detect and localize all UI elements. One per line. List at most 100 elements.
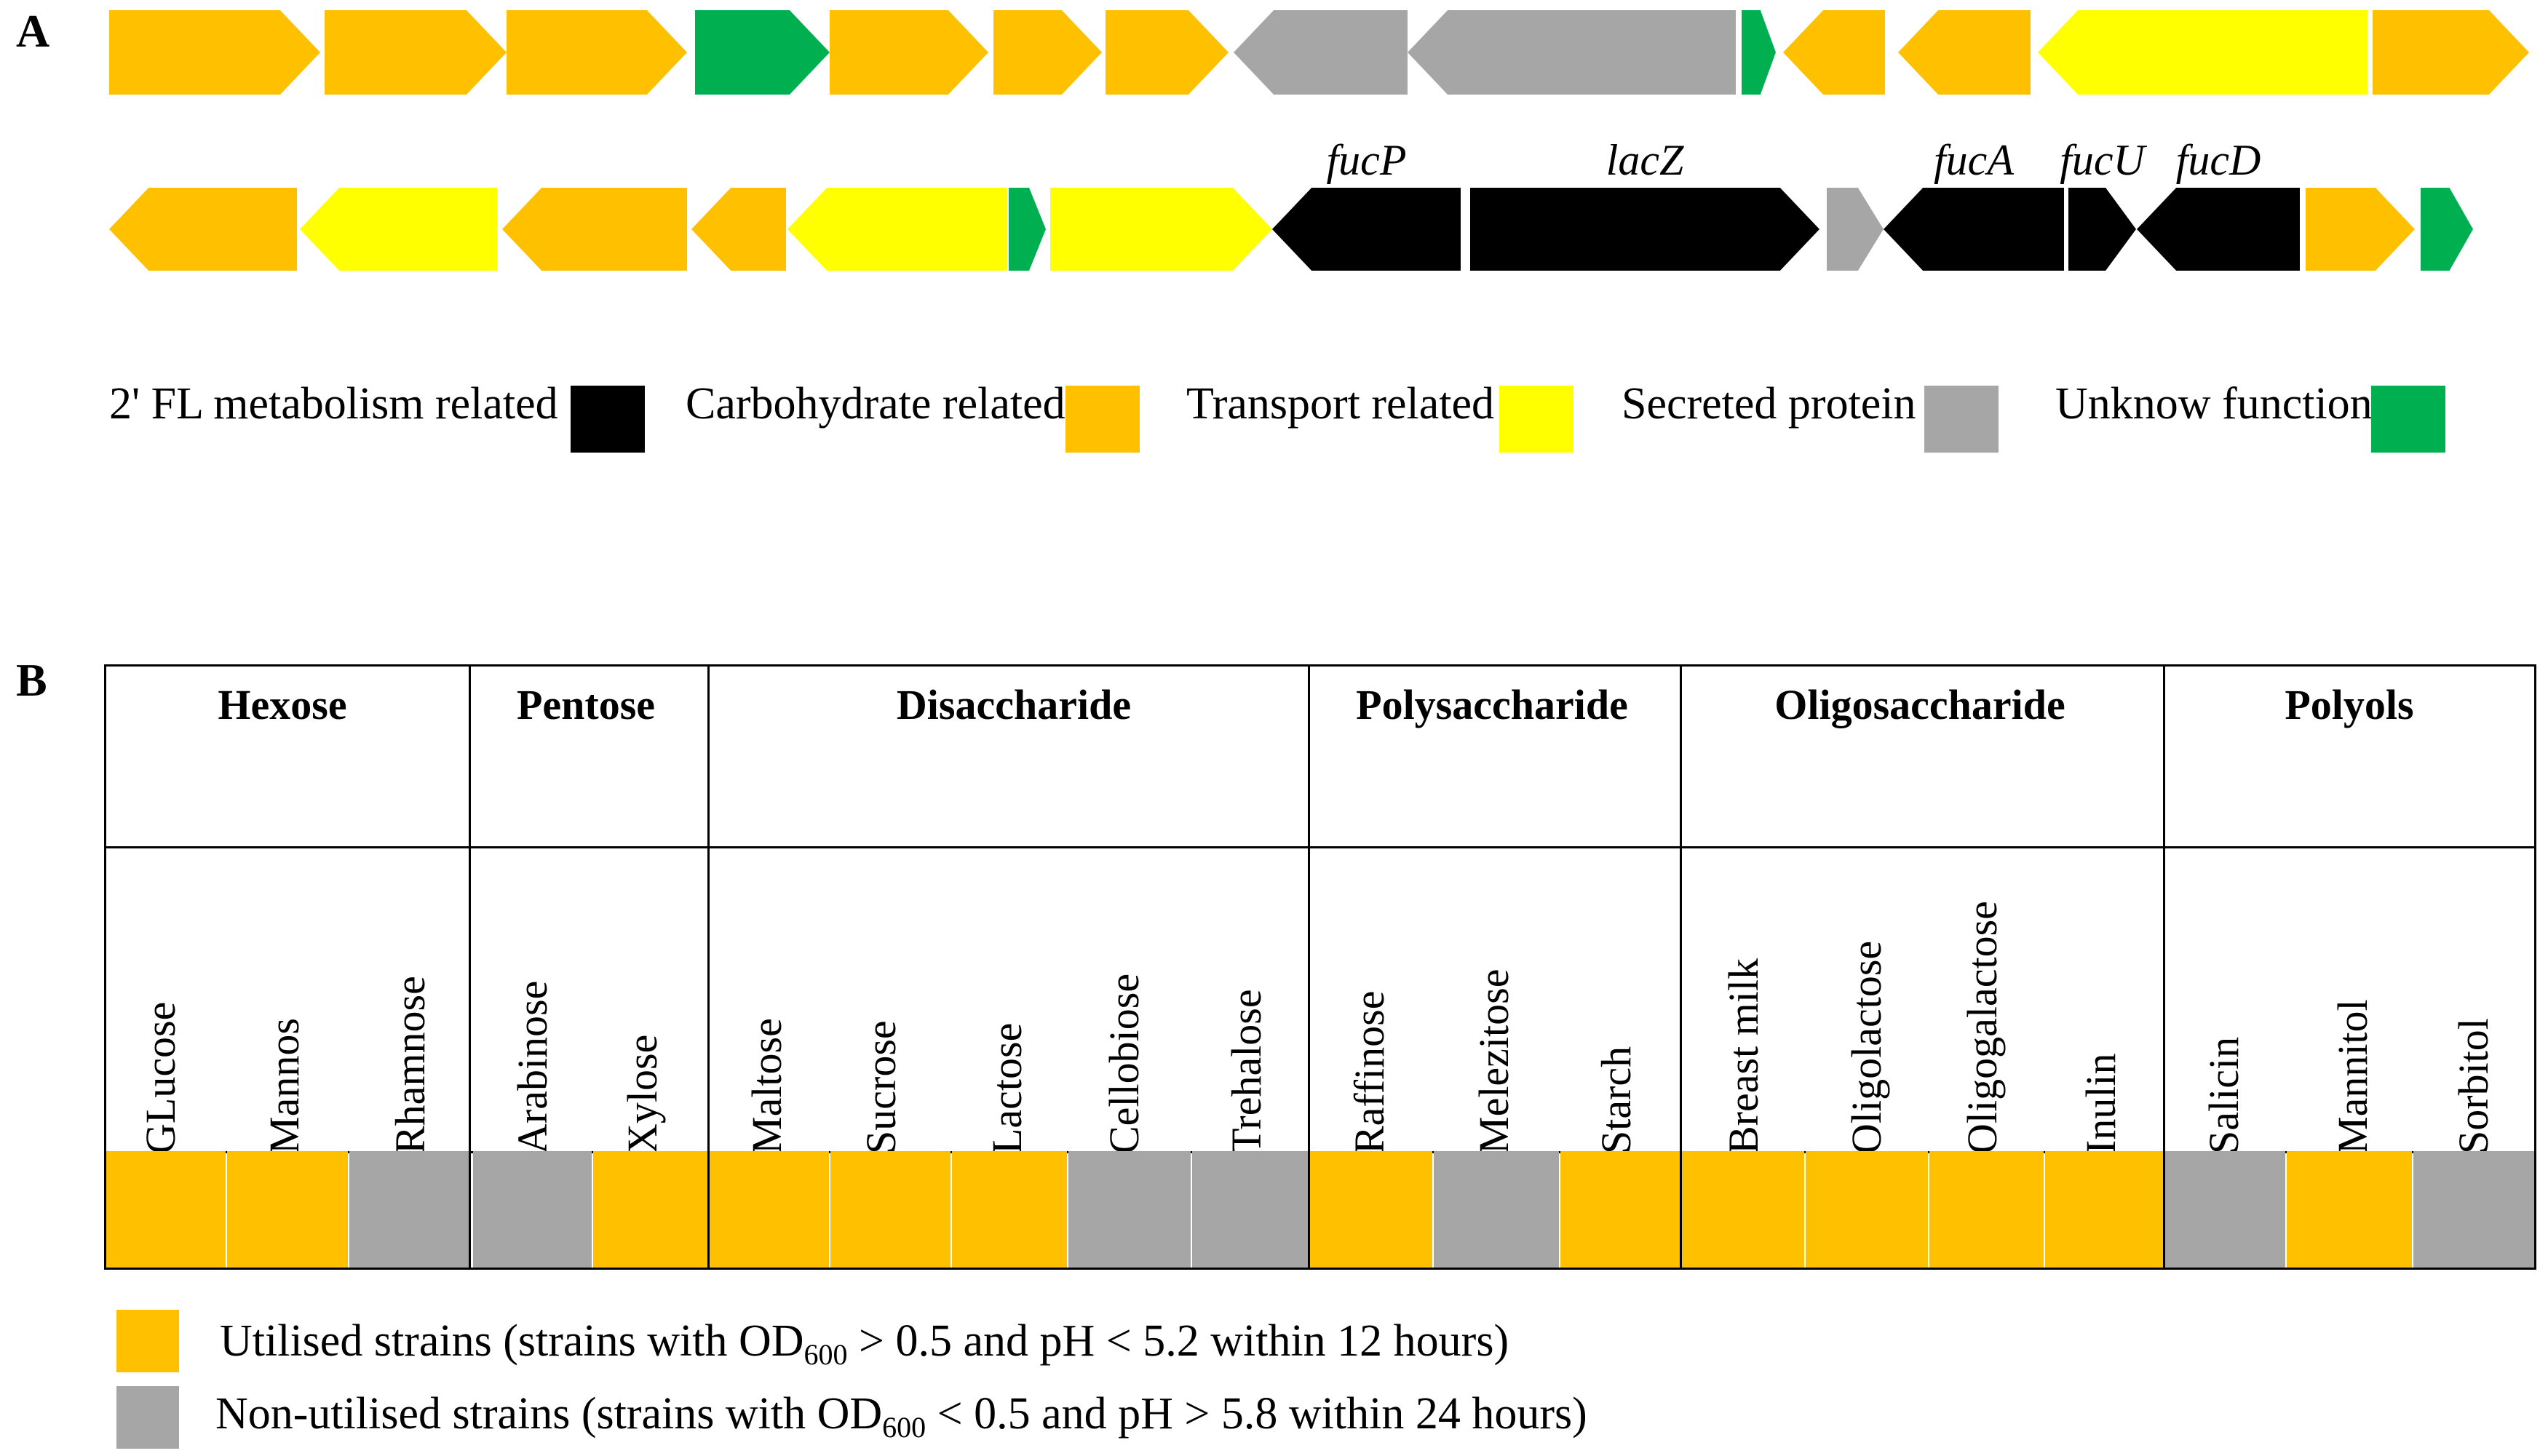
cell-salicin	[2165, 1151, 2285, 1268]
sugar-sucrose: Sucrose	[857, 1020, 905, 1154]
cell-rhamnose	[349, 1151, 469, 1268]
legend-a-label-unknown: Unknow function	[2055, 379, 2373, 429]
cell-arabinose	[473, 1151, 592, 1268]
gene-9	[1408, 10, 1736, 95]
cell-mannos	[227, 1151, 348, 1268]
gene-fucU	[2068, 188, 2136, 271]
sugar-raffinose: Raffinose	[1346, 990, 1393, 1154]
gene-2	[325, 10, 507, 95]
sugar-salicin: Salicin	[2200, 1036, 2247, 1154]
table-divider-3	[1308, 664, 1310, 1270]
legend-a-label-carb: Carbohydrate related	[686, 379, 1065, 429]
sugar-maltose: Maltose	[743, 1018, 790, 1154]
sugar-oligolactose: Oligolactose	[1843, 940, 1890, 1154]
cell-xylose	[593, 1151, 707, 1268]
sugar-xylose: Xylose	[619, 1034, 666, 1154]
legend-a-swatch-unknown	[2371, 386, 2445, 453]
sugar-oligogalactose: Oligogalactose	[1958, 901, 2006, 1154]
gene-10	[1742, 10, 1776, 95]
legend-a-label-secreted: Secreted protein	[1622, 379, 1916, 429]
gene-22	[1827, 188, 1884, 271]
gene-4	[695, 10, 830, 95]
gene-18	[691, 188, 786, 271]
legend-a-label-fl: 2' FL metabolism related	[109, 379, 558, 429]
gene-3	[507, 10, 687, 95]
cell-raffinose	[1310, 1151, 1432, 1268]
legend-a-swatch-carb	[1065, 386, 1140, 453]
category-pentose: Pentose	[516, 681, 656, 728]
sugar-glucose: GLucose	[137, 1001, 184, 1154]
sugar-mannos: Mannos	[261, 1018, 308, 1154]
gene-label-fucA: fucA	[1934, 136, 2014, 184]
table-divider-2	[707, 664, 710, 1270]
legend-b-label-non-utilised: Non-utilised strains (strains with OD600…	[215, 1389, 1587, 1444]
legend-a-swatch-fl	[571, 386, 645, 453]
gene-16	[300, 188, 497, 271]
category-disaccharide: Disaccharide	[896, 681, 1132, 728]
category-polysaccharide: Polysaccharide	[1356, 681, 1628, 728]
cell-oligolactose	[1806, 1151, 1928, 1268]
gene-23	[2306, 188, 2415, 271]
sugar-cellobiose: Cellobiose	[1100, 973, 1148, 1154]
sugar-breast-milk: Breast milk	[1720, 958, 1767, 1154]
legend-a-label-transport: Transport related	[1186, 379, 1495, 429]
gene-14	[2373, 10, 2529, 95]
panel-b-label: B	[16, 654, 47, 706]
cell-glucose	[106, 1151, 226, 1268]
cell-sucrose	[830, 1151, 950, 1268]
gene-label-fucU: fucU	[2060, 136, 2147, 184]
table-border-left	[104, 664, 106, 1270]
sugar-lactose: Lactose	[983, 1022, 1031, 1154]
table-border-bottom	[104, 1268, 2536, 1270]
gene-8	[1234, 10, 1408, 95]
gene-11	[1783, 10, 1885, 95]
cell-starch	[1560, 1151, 1680, 1268]
cell-lactose	[952, 1151, 1067, 1268]
panel-a-label: A	[16, 5, 50, 57]
legend-a-swatch-secreted	[1924, 386, 1999, 453]
table-divider-5	[2163, 664, 2165, 1270]
sugar-starch: Starch	[1592, 1046, 1640, 1154]
table-divider-header	[104, 846, 2536, 848]
gene-fucA	[1884, 188, 2064, 271]
gene-lacZ	[1470, 188, 1819, 271]
gene-fucP	[1272, 188, 1461, 271]
gene-17	[502, 188, 687, 271]
gene-label-fucP: fucP	[1327, 136, 1407, 184]
cell-inulin	[2045, 1151, 2163, 1268]
gene-21	[1050, 188, 1272, 271]
sugar-arabinose: Arabinose	[509, 980, 556, 1154]
gene-13	[2038, 10, 2368, 95]
gene-fucD	[2137, 188, 2300, 271]
cell-breast-milk	[1682, 1151, 1804, 1268]
gene-6	[993, 10, 1102, 95]
sugar-mannitol: Mannitol	[2329, 999, 2376, 1154]
category-oligosaccharide: Oligosaccharide	[1774, 681, 2065, 728]
table-border-right	[2534, 664, 2536, 1270]
gene-15	[109, 188, 297, 271]
gene-19	[787, 188, 1007, 271]
table-divider-4	[1680, 664, 1682, 1270]
cell-trehalose	[1192, 1151, 1308, 1268]
category-hexose: Hexose	[218, 681, 347, 728]
gene-12	[1898, 10, 2031, 95]
gene-20	[1009, 188, 1046, 271]
sugar-trehalose: Trehalose	[1223, 989, 1270, 1154]
gene-label-lacZ: lacZ	[1606, 136, 1684, 184]
legend-b-swatch-utilised	[116, 1310, 179, 1372]
cell-mannitol	[2287, 1151, 2412, 1268]
legend-a-swatch-transport	[1499, 386, 1573, 453]
cell-oligogalactose	[1929, 1151, 2044, 1268]
table-border-top	[104, 664, 2536, 667]
gene-1	[109, 10, 320, 95]
sugar-melezitose: Melezitose	[1470, 968, 1517, 1154]
gene-7	[1106, 10, 1229, 95]
cell-melezitose	[1434, 1151, 1559, 1268]
table-divider-1	[469, 664, 471, 1270]
sugar-rhamnose: Rhamnose	[386, 976, 434, 1154]
sugar-sorbitol: Sorbitol	[2450, 1018, 2497, 1154]
gene-24	[2421, 188, 2473, 271]
legend-b-swatch-non-utilised	[116, 1386, 179, 1449]
sugar-inulin: Inulin	[2077, 1053, 2124, 1154]
category-polyols: Polyols	[2285, 681, 2414, 728]
